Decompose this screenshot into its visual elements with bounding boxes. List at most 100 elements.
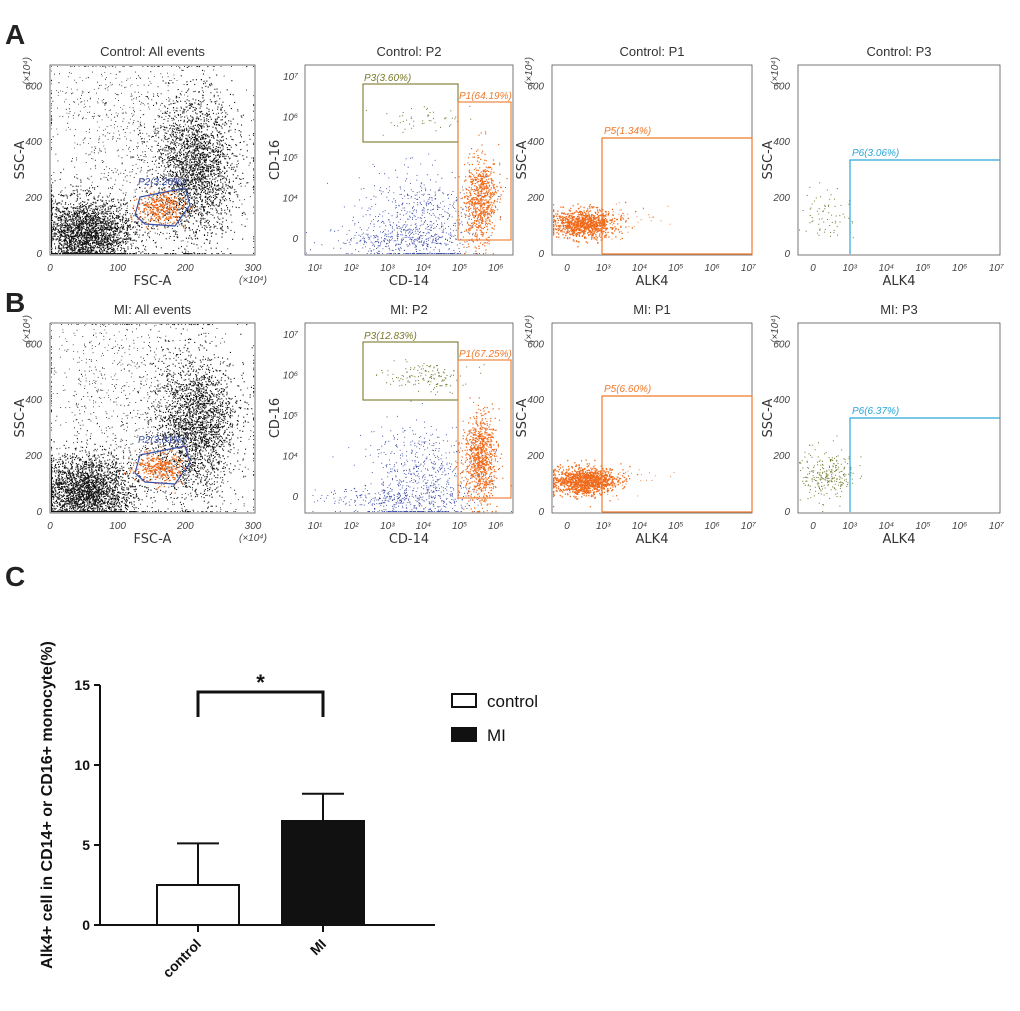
x-axis-label: ALK4 xyxy=(883,532,916,547)
bar-control xyxy=(156,884,240,926)
significance-bracket xyxy=(196,690,325,717)
x-tick-label: 0 xyxy=(564,521,570,532)
y-multiplier: (×10⁴) xyxy=(770,315,781,343)
y-tick-label: 600 xyxy=(773,339,790,350)
y-axis-label: CD-16 xyxy=(268,398,283,438)
y-tick-label: 10⁶ xyxy=(283,113,298,124)
gate-p2 xyxy=(134,445,191,485)
legend-label: control xyxy=(487,692,538,711)
plot-frame xyxy=(304,64,514,256)
gate-label: P1(67.25%) xyxy=(459,349,512,360)
flow-panel-mi-3: MI: P1 ALK4 SSC-A 0 10³ 10⁴ 10⁵ 10⁶ 10⁷ 0 200 400 60… xyxy=(515,302,756,547)
plot-frame xyxy=(304,322,514,514)
x-tick-label: 10⁶ xyxy=(488,521,503,532)
event-dots xyxy=(51,66,254,254)
panel-title: MI: P3 xyxy=(880,302,918,317)
y-tick-label: 400 xyxy=(773,395,790,406)
gate-p3 xyxy=(362,83,459,143)
x-tick-label: 0 xyxy=(810,263,816,274)
legend-swatch-mi xyxy=(451,727,477,742)
gate-p3 xyxy=(362,341,459,401)
x-tick-label: 10⁴ xyxy=(416,521,431,532)
gate-p5 xyxy=(601,137,753,255)
y-tick-label: 10⁵ xyxy=(283,153,298,164)
x-tick-label: 200 xyxy=(176,263,194,274)
y-tick-label: 600 xyxy=(527,81,544,92)
y-tick-label: 10⁴ xyxy=(283,452,298,463)
y-tick-label: 400 xyxy=(25,395,42,406)
gate-p1 xyxy=(457,359,512,499)
y-tick-label: 400 xyxy=(527,137,544,148)
y-tick-label: 0 xyxy=(292,492,298,503)
y-tick-label: 600 xyxy=(25,81,42,92)
x-tick-label: 10¹ xyxy=(308,263,323,274)
event-dots xyxy=(123,443,205,494)
x-tick-label: 10⁷ xyxy=(989,521,1004,532)
gate-label: P6(6.37%) xyxy=(852,406,899,417)
y-tick-label: 600 xyxy=(773,81,790,92)
x-tick-label: 200 xyxy=(176,521,194,532)
y-tick-label: 0 xyxy=(36,249,42,260)
event-dots xyxy=(51,430,173,513)
y-tick-label: 10⁷ xyxy=(283,330,298,341)
x-tick-label: 10¹ xyxy=(308,521,323,532)
flow-panel-control-4: Control: P3 ALK4 SSC-A 0 10³ 10⁴ 10⁵ 10⁶ 10⁷ 0 200… xyxy=(761,44,1004,289)
y-axis-label: SSC-A xyxy=(13,398,28,437)
panel-title: Control: P1 xyxy=(619,44,684,59)
x-tick-label: 10⁵ xyxy=(452,521,467,532)
y-tick-label: 400 xyxy=(527,395,544,406)
gate-label: P5(1.34%) xyxy=(604,126,651,137)
y-tick-label: 10 xyxy=(74,757,90,773)
x-tick-label: 10³ xyxy=(380,263,395,274)
x-multiplier: (×10⁴) xyxy=(239,533,267,544)
x-tick-label: 10⁷ xyxy=(741,521,756,532)
y-tick-label: 10⁵ xyxy=(283,411,298,422)
gate-label: P5(6.60%) xyxy=(604,384,651,395)
x-tick-label: 10² xyxy=(344,263,359,274)
plot-frame xyxy=(49,64,256,256)
x-axis-label: ALK4 xyxy=(636,274,669,289)
y-multiplier: (×10⁴) xyxy=(22,315,33,343)
legend-swatch-control xyxy=(451,693,477,708)
y-tick-label: 200 xyxy=(526,451,544,462)
significance-marker: * xyxy=(256,670,265,695)
panel-title: MI: P2 xyxy=(390,302,428,317)
x-tick-label: 10⁴ xyxy=(632,521,647,532)
x-tick-label: 10⁴ xyxy=(879,521,894,532)
x-tick-label: 10⁶ xyxy=(952,263,967,274)
y-tick-label: 400 xyxy=(25,137,42,148)
event-dots xyxy=(134,66,255,255)
panel-title: Control: All events xyxy=(100,44,205,59)
x-axis-label: FSC-A xyxy=(134,532,172,547)
y-multiplier: (×10⁴) xyxy=(524,315,535,343)
panel-title: Control: P2 xyxy=(376,44,441,59)
event-dots xyxy=(799,435,863,512)
y-axis-label: SSC-A xyxy=(515,140,530,179)
y-tick-label: 10⁷ xyxy=(283,72,298,83)
event-dots xyxy=(553,459,639,508)
gate-label: P6(3.06%) xyxy=(852,148,899,159)
flow-panel-mi-4: MI: P3 ALK4 SSC-A 0 10³ 10⁴ 10⁵ 10⁶ 10⁷ 0 200 400 60… xyxy=(761,302,1004,547)
x-tick-label: 0 xyxy=(47,263,53,274)
x-tick-label: 10⁶ xyxy=(704,263,719,274)
event-dots xyxy=(127,324,255,513)
y-axis-label: Alk4+ cell in CD14+ or CD16+ monocyte(%) xyxy=(39,641,56,969)
gate-p6 xyxy=(849,417,1000,512)
x-tick-label: control xyxy=(159,936,204,981)
gate-label: P3(12.83%) xyxy=(364,331,417,342)
x-axis-label: ALK4 xyxy=(636,532,669,547)
x-tick-label: 0 xyxy=(47,521,53,532)
panel-label-a: A xyxy=(5,19,25,50)
flow-panel-mi-2: MI: P2 CD-14 CD-16 10¹ 10² 10³ 10⁴ 10⁵ 10⁶ 0 10⁴ 10… xyxy=(268,302,514,547)
y-tick-label: 0 xyxy=(784,249,790,260)
x-tick-label: 100 xyxy=(109,521,126,532)
event-dots xyxy=(51,324,223,449)
x-tick-label: 10⁵ xyxy=(915,521,930,532)
flow-panel-control-2: Control: P2 CD-14 CD-16 10¹ 10² 10³ 10⁴ 10⁵ 10⁶ 0… xyxy=(268,44,514,289)
y-tick-label: 15 xyxy=(74,677,90,693)
x-multiplier: (×10⁴) xyxy=(239,275,267,286)
x-tick-label: 10² xyxy=(344,521,359,532)
y-multiplier: (×10⁴) xyxy=(770,57,781,85)
x-tick-label: MI xyxy=(307,936,329,958)
x-tick-label: 10³ xyxy=(842,263,857,274)
